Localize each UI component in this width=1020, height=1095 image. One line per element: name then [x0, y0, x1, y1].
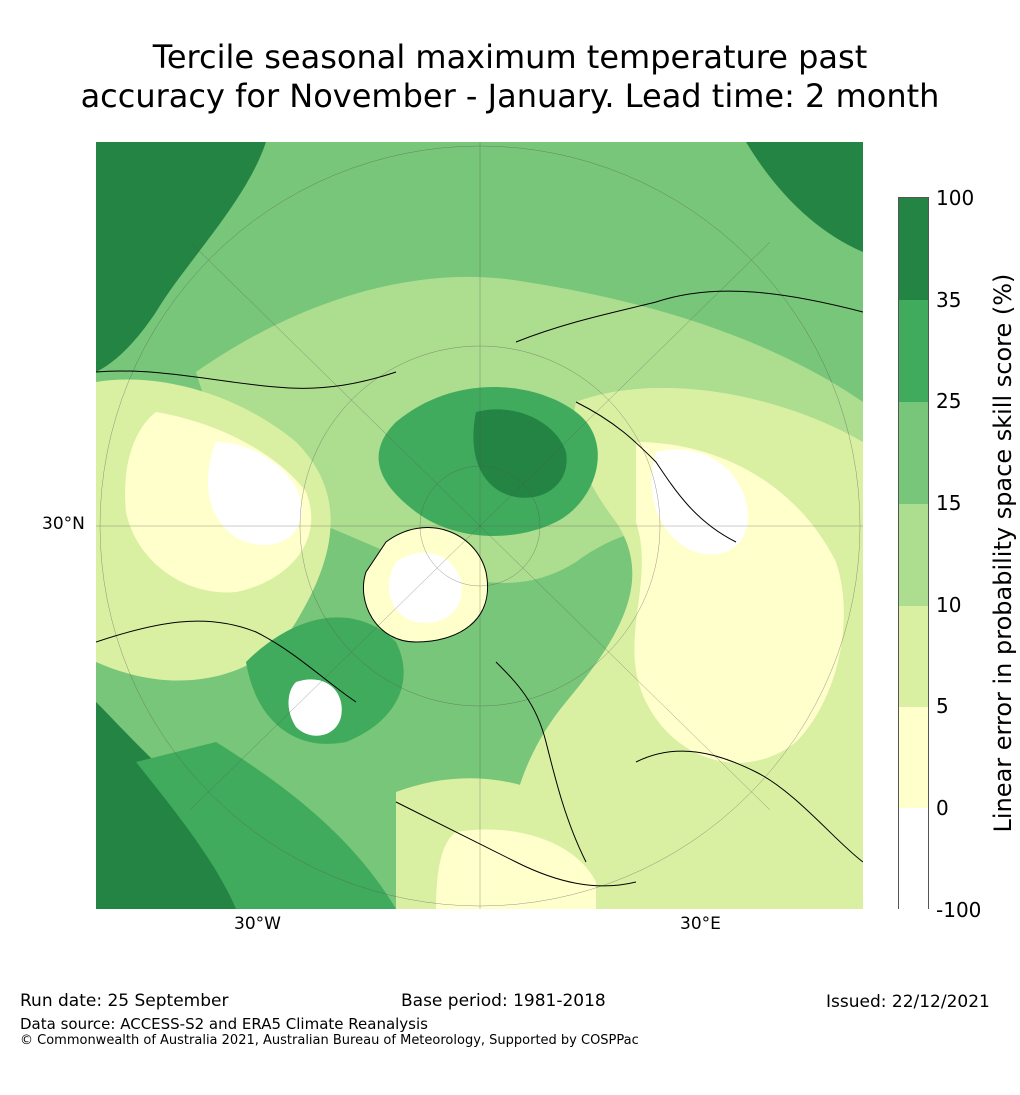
- colorbar-seg-10-15: [899, 504, 928, 606]
- skill-score-map: [96, 142, 863, 909]
- colorbar-tick-15: 15: [936, 491, 962, 515]
- region-yellow-europe: [436, 829, 596, 909]
- colorbar-seg-15-25: [899, 402, 928, 504]
- latitude-label-30n: 30°N: [42, 514, 85, 534]
- region-white-atlantic: [288, 679, 342, 736]
- base-period: Base period: 1981-2018: [401, 991, 606, 1011]
- colorbar-tick-25: 25: [936, 389, 962, 413]
- colorbar-tick-10: 10: [936, 593, 962, 617]
- title-line-1: Tercile seasonal maximum temperature pas…: [152, 38, 868, 76]
- colorbar-title: Linear error in probability space skill …: [989, 273, 1017, 833]
- colorbar-tick-0: 0: [936, 796, 949, 820]
- region-white-siberia: [651, 449, 748, 555]
- colorbar-seg-35-100: [899, 198, 928, 300]
- issued-date: Issued: 22/12/2021: [826, 992, 990, 1012]
- run-date: Run date: 25 September: [20, 991, 229, 1011]
- region-dark-green-nw: [96, 142, 266, 372]
- region-greenland-white: [388, 552, 462, 623]
- data-source: Data source: ACCESS-S2 and ERA5 Climate …: [20, 1015, 428, 1033]
- colorbar-seg-neg: [899, 808, 928, 910]
- chart-title: Tercile seasonal maximum temperature pas…: [0, 38, 1020, 116]
- colorbar-seg-25-35: [899, 300, 928, 402]
- copyright: © Commonwealth of Australia 2021, Austra…: [20, 1033, 639, 1048]
- colorbar-seg-0-5: [899, 707, 928, 808]
- colorbar-tick-100: 100: [936, 186, 975, 210]
- region-dark-green-ne: [746, 142, 863, 252]
- colorbar-seg-5-10: [899, 606, 928, 707]
- region-arctic-darkest: [473, 409, 567, 498]
- coastlines: [96, 290, 863, 887]
- colorbar-tick-35: 35: [936, 288, 962, 312]
- longitude-label-30w: 30°W: [234, 914, 281, 934]
- colorbar-tick-5: 5: [936, 694, 949, 718]
- colorbar: [898, 197, 929, 910]
- graticule: [96, 142, 863, 909]
- region-white-north-america: [207, 442, 302, 546]
- longitude-label-30e: 30°E: [680, 914, 721, 934]
- colorbar-tick-minus-100: -100: [936, 898, 982, 922]
- title-line-2: accuracy for November - January. Lead ti…: [80, 77, 940, 115]
